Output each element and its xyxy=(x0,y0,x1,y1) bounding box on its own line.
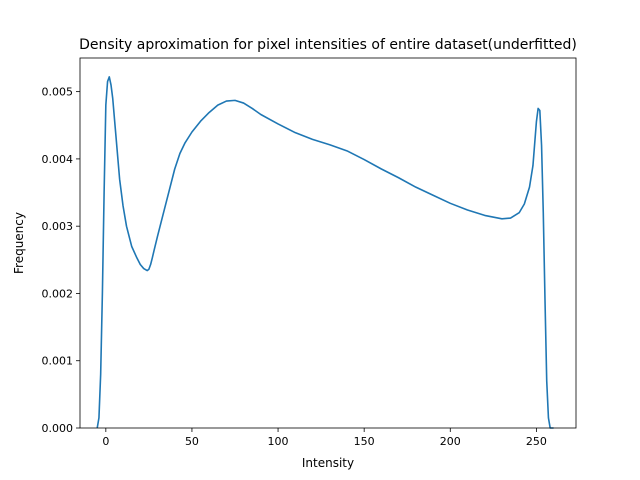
y-tick-label: 0.001 xyxy=(42,355,74,368)
y-tick-label: 0.000 xyxy=(42,422,74,435)
x-tick-label: 150 xyxy=(354,435,375,448)
plot-frame xyxy=(79,57,577,429)
x-tick-label: 200 xyxy=(440,435,461,448)
x-tick-label: 50 xyxy=(185,435,199,448)
y-axis-label: Frequency xyxy=(12,212,26,274)
y-axis-ticks: 0.000 0.001 0.002 0.003 0.004 0.005 xyxy=(42,86,80,435)
x-axis-ticks: 0 50 100 150 200 250 xyxy=(102,428,547,448)
y-tick-label: 0.003 xyxy=(42,220,74,233)
plot-area xyxy=(79,57,577,429)
y-tick-label: 0.004 xyxy=(42,153,74,166)
y-tick-label: 0.005 xyxy=(42,86,74,99)
x-axis-label: Intensity xyxy=(302,456,354,470)
y-tick-label: 0.002 xyxy=(42,287,74,300)
density-line xyxy=(96,76,554,429)
x-tick-label: 0 xyxy=(102,435,109,448)
x-tick-label: 100 xyxy=(268,435,289,448)
chart-title: Density aproximation for pixel intensiti… xyxy=(79,37,577,53)
x-tick-label: 250 xyxy=(526,435,547,448)
